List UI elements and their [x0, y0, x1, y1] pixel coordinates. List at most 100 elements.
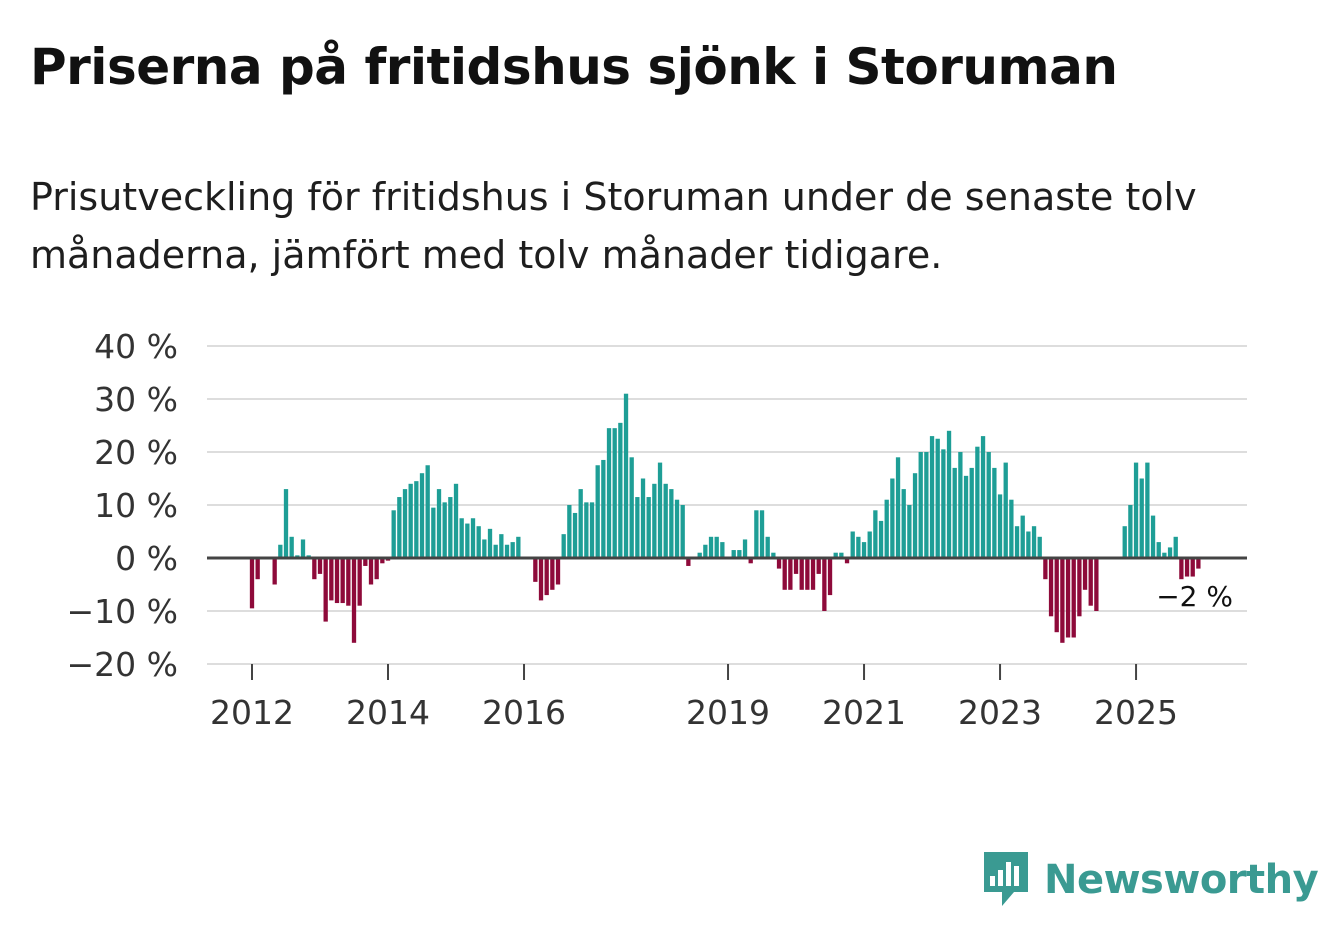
bar: [844, 558, 850, 564]
bar: [997, 494, 1003, 558]
bar: [1133, 462, 1139, 558]
bar: [402, 489, 408, 558]
bar: [1026, 531, 1031, 558]
bar: [754, 510, 759, 558]
bar: [329, 558, 334, 601]
bar: [340, 558, 345, 604]
bar: [822, 558, 827, 611]
bar: [929, 436, 935, 558]
x-tick-label: 2025: [1094, 693, 1178, 732]
bar: [1077, 558, 1082, 617]
y-tick-label: −10 %: [67, 592, 179, 631]
bar: [941, 449, 946, 558]
bar: [516, 536, 521, 558]
bar: [623, 393, 629, 558]
bar: [674, 499, 680, 558]
bar: [776, 558, 782, 569]
chart-title: Priserna på fritidshus sjönk i Storuman: [30, 38, 1118, 96]
bar: [499, 534, 504, 558]
bar: [465, 523, 470, 558]
bar: [850, 531, 855, 558]
bar: [1190, 558, 1195, 577]
bar: [640, 478, 646, 558]
bar: [805, 558, 810, 590]
bar: [278, 544, 283, 558]
bar: [975, 446, 980, 558]
end-value-label: −2 %: [1156, 580, 1233, 613]
bar: [1156, 542, 1161, 558]
bar: [317, 558, 323, 574]
bar: [1009, 499, 1014, 558]
bar: [907, 505, 912, 558]
bar: [1094, 558, 1099, 611]
bar: [833, 552, 838, 558]
bar: [935, 438, 940, 558]
bar: [1145, 462, 1150, 558]
bar: [1150, 515, 1156, 558]
bar: [249, 558, 255, 609]
bar: [1173, 536, 1178, 558]
bar: [669, 489, 674, 558]
bar: [357, 558, 362, 606]
bar: [1082, 558, 1088, 590]
bar: [436, 489, 442, 558]
bar: [895, 457, 901, 558]
brand-name: Newsworthy: [1044, 857, 1319, 903]
bar: [1071, 558, 1076, 638]
bar: [538, 558, 544, 601]
bar: [697, 552, 702, 558]
bar: [363, 558, 368, 566]
bar: [720, 542, 725, 558]
bar: [1031, 526, 1037, 558]
bar: [561, 534, 566, 558]
chart-subtitle: Prisutveckling för fritidshus i Storuman…: [30, 175, 1197, 277]
bar: [595, 465, 600, 558]
bar: [1054, 558, 1059, 633]
bar: [992, 467, 997, 558]
y-tick-label: 10 %: [94, 486, 178, 525]
bar: [890, 478, 895, 558]
bar: [578, 489, 583, 558]
bar: [861, 542, 867, 558]
bar: [1020, 515, 1025, 558]
y-tick-label: 20 %: [94, 433, 178, 472]
bar: [351, 558, 357, 643]
bar: [742, 539, 748, 558]
bar: [368, 558, 374, 585]
bar: [1179, 558, 1184, 580]
bar: [878, 520, 884, 558]
bar: [346, 558, 351, 606]
bar: [550, 558, 555, 590]
bar: [1196, 558, 1201, 569]
bars: [249, 393, 1201, 643]
bar: [323, 558, 328, 622]
bar: [510, 542, 515, 558]
bar: [912, 473, 918, 558]
bar: [572, 512, 578, 558]
bar: [652, 483, 657, 558]
bar: [453, 483, 459, 558]
bar: [686, 558, 691, 566]
bar: [737, 550, 742, 558]
bar: [606, 428, 612, 558]
x-axis: 2012 2014 2016 2019 2021 2023 2025: [207, 663, 1247, 732]
bar: [765, 536, 770, 558]
bar: [272, 558, 277, 585]
y-axis-labels: 40 % 30 % 20 % 10 % 0 % −10 % −20 %: [67, 327, 179, 684]
bar: [470, 518, 476, 558]
bar: [748, 558, 753, 564]
bar: [567, 505, 572, 558]
bar: [986, 452, 991, 558]
bar: [980, 436, 986, 558]
brand-logo: Newsworthy: [980, 850, 1319, 910]
bar: [1048, 558, 1054, 617]
bar: [374, 558, 379, 580]
bar: [867, 531, 872, 558]
bar: [946, 430, 952, 558]
bar: [759, 510, 765, 558]
bar: [476, 526, 481, 558]
bar: [283, 489, 289, 558]
bar: [312, 558, 317, 580]
bar: [708, 536, 714, 558]
bar: [493, 544, 498, 558]
